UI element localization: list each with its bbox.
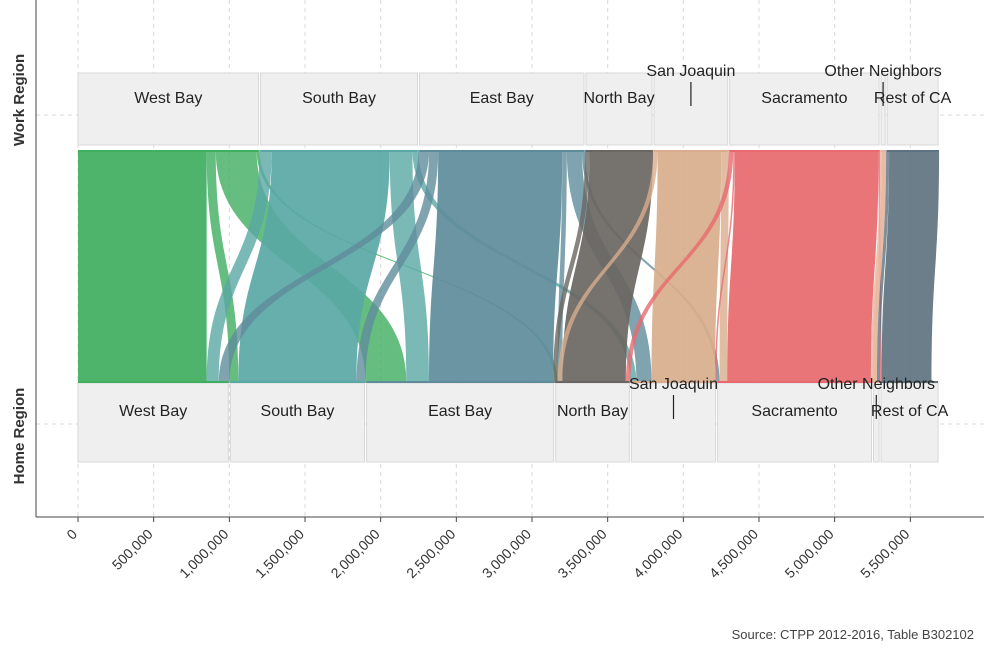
work-stratum-east-bay [419,72,585,146]
home-bar-rest-of-ca [881,381,939,383]
flow-sacramento-to-sacramento [727,150,879,383]
home-bar-south-bay [230,381,365,383]
home-label-west-bay: West Bay [119,403,187,420]
home-strata [77,382,939,463]
flow-east-bay-to-south-bay [356,150,439,383]
home-stratum-other-neighbors [873,382,880,463]
home-label-other-neighbors: Other Neighbors [818,376,935,393]
work-label-sacramento: Sacramento [761,90,847,107]
home-label-east-bay: East Bay [428,403,492,420]
home-stratum-san-joaquin [630,382,717,463]
home-stratum-sacramento [717,382,872,463]
work-label-other-neighbors: Other Neighbors [824,63,941,80]
home-label-san-joaquin: San Joaquin [629,376,718,393]
x-tick-label: 5,000,000 [781,526,837,582]
work-label-north-bay: North Bay [583,90,654,107]
home-stratum-north-bay [555,382,630,463]
x-tick-label: 1,500,000 [252,526,308,582]
x-tick-label: 1,000,000 [176,526,232,582]
home-bar-north-bay [555,381,630,383]
home-label-sacramento: Sacramento [751,403,837,420]
flow-layer [78,150,940,383]
flow-sacramento-to-san-joaquin [715,150,735,383]
x-ticks: 0 500,000 1,000,000 1,500,000 2,000,000 2,500… [63,517,913,582]
work-bar-sacramento [729,150,880,152]
flow-south-bay-to-south-bay [238,150,390,383]
bar-layer [78,150,939,383]
x-tick-label: 2,500,000 [403,526,459,582]
work-label-west-bay: West Bay [134,90,202,107]
flow-east-bay-to-sacramento [581,150,720,383]
flow-sacramento-to-north-bay [625,150,734,383]
x-tick-label: 4,500,000 [706,526,762,582]
work-stratum-south-bay [260,72,418,146]
x-tick-label: 3,000,000 [479,526,535,582]
work-stratum-rest-of-ca [886,72,939,146]
work-axis-title: Work Region [11,54,28,146]
flow-other-neighbors-to-sacramento [870,150,882,383]
home-stratum-rest-of-ca [880,382,939,463]
work-bar-south-bay [260,150,418,152]
flow-north-bay-to-east-bay [553,150,590,383]
home-stratum-south-bay [229,382,366,463]
x-tick-label: 4,000,000 [630,526,686,582]
work-strata [77,72,939,146]
work-stratum-west-bay [77,72,260,146]
flow-rest-of-ca-to-other-neighbors [877,150,890,383]
home-bar-sacramento [717,381,872,383]
flow-san-joaquin-to-san-joaquin [651,150,722,383]
home-label-north-bay: North Bay [557,403,628,420]
flow-rest-of-ca-to-rest-of-ca [881,150,940,383]
home-stratum-east-bay [366,382,555,463]
work-bar-san-joaquin [654,150,728,152]
flow-south-bay-to-west-bay [206,150,272,383]
work-label-rest-of-ca: Rest of CA [874,90,952,107]
home-bar-west-bay [78,381,229,383]
x-tick-label: 500,000 [109,526,156,573]
x-tick-label: 3,500,000 [554,526,610,582]
x-tick-label: 0 [63,526,80,543]
work-label-east-bay: East Bay [470,90,534,107]
work-bar-other-neighbors [881,150,886,152]
work-label-san-joaquin: San Joaquin [646,63,735,80]
x-tick-label: 5,500,000 [857,526,913,582]
home-axis-title: Home Region [11,388,28,485]
x-tick-label: 2,000,000 [327,526,383,582]
flow-east-bay-to-east-bay [429,150,563,383]
flow-west-bay-to-south-bay [206,150,239,383]
flow-san-joaquin-to-east-bay [557,150,658,383]
flow-east-bay-to-west-bay [218,150,430,383]
work-stratum-sacramento [729,72,880,146]
work-label-south-bay: South Bay [302,90,376,107]
flow-west-bay-to-west-bay [78,150,207,383]
home-bar-east-bay [366,381,554,383]
flow-other-neighbors-to-other-neighbors [872,150,887,383]
work-bar-rest-of-ca [887,150,939,152]
home-stratum-west-bay [77,382,229,463]
source-note: Source: CTPP 2012-2016, Table B302102 [731,627,974,642]
home-label-south-bay: South Bay [261,403,335,420]
work-bar-west-bay [78,150,259,152]
home-bar-other-neighbors [873,381,880,383]
work-stratum-north-bay [585,72,653,146]
work-bar-east-bay [419,150,584,152]
work-bar-north-bay [585,150,653,152]
home-bar-san-joaquin [631,381,716,383]
work-stratum-other-neighbors [880,72,886,146]
home-label-rest-of-ca: Rest of CA [871,403,949,420]
